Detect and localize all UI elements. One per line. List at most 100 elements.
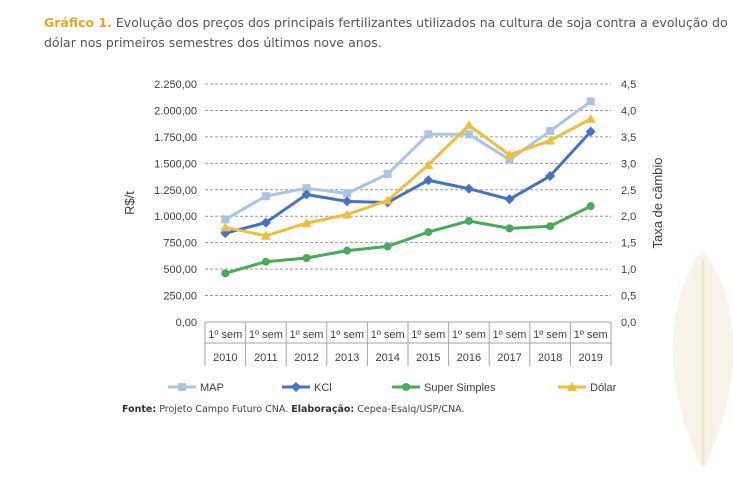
- y2-axis-title: Taxa de câmbio: [650, 157, 665, 248]
- data-point-super-simples: [302, 254, 311, 263]
- data-point-super-simples: [464, 216, 473, 225]
- x-tick-label-semester: 1º sem: [249, 329, 283, 341]
- y-tick-label: 1.000,00: [154, 211, 197, 223]
- data-point-map: [464, 130, 473, 139]
- data-point-super-simples: [424, 228, 433, 237]
- data-point-super-simples: [343, 246, 352, 255]
- data-point-map: [546, 127, 555, 136]
- data-point-d-lar: [463, 120, 474, 130]
- data-point-map: [343, 189, 352, 198]
- decorative-leaf-watermark: [673, 250, 733, 470]
- y-tick-label: 1.250,00: [154, 185, 197, 197]
- caption-label: Gráfico 1.: [44, 15, 112, 30]
- y2-tick-label: 3,0: [621, 158, 636, 170]
- x-tick-label-semester: 1º sem: [330, 329, 364, 341]
- data-point-map: [261, 192, 270, 201]
- data-point-kcl: [463, 183, 474, 194]
- x-tick-label-year: 2014: [375, 352, 399, 364]
- x-tick-label-semester: 1º sem: [533, 329, 567, 341]
- data-point-d-lar: [260, 230, 271, 240]
- y-tick-label: 750,00: [163, 238, 197, 250]
- series-line-kcl: [224, 130, 592, 235]
- y2-tick-label: 2,5: [621, 185, 636, 197]
- source-note: Fonte: Projeto Campo Futuro CNA. Elabora…: [122, 404, 465, 415]
- y2-tick-label: 1,0: [621, 264, 636, 276]
- data-point-super-simples: [221, 269, 230, 278]
- legend-marker-kcl: [291, 382, 301, 392]
- data-point-map: [424, 130, 433, 139]
- y2-tick-label: 4,5: [621, 79, 636, 91]
- data-point-super-simples: [261, 257, 270, 266]
- data-point-kcl: [545, 171, 556, 182]
- x-tick-label-semester: 1º sem: [208, 329, 242, 341]
- legend-label-kcl: KCl: [314, 382, 332, 394]
- y2-tick-label: 1,5: [621, 238, 636, 250]
- elaboration-label: Elaboração:: [291, 404, 355, 415]
- y2-tick-label: 0,5: [621, 291, 636, 303]
- data-point-kcl: [504, 194, 515, 205]
- source-label: Fonte:: [122, 404, 157, 415]
- x-tick-label-semester: 1º sem: [493, 329, 527, 341]
- legend-label-map: MAP: [200, 382, 224, 394]
- x-tick-label-semester: 1º sem: [411, 329, 445, 341]
- data-point-d-lar: [585, 113, 596, 123]
- legend-marker-super-simples: [402, 383, 410, 391]
- legend-marker-map: [178, 383, 186, 391]
- y-axis-title: R$/t: [122, 191, 137, 215]
- data-point-kcl: [585, 126, 596, 137]
- series-line-d-lar: [224, 117, 592, 238]
- y2-tick-label: 2,0: [621, 211, 636, 223]
- data-point-super-simples: [505, 224, 514, 233]
- x-tick-label-year: 2010: [213, 352, 237, 364]
- data-point-d-lar: [504, 149, 515, 159]
- data-point-d-lar: [220, 222, 231, 232]
- y2-tick-label: 0,0: [621, 317, 636, 329]
- source-text: Projeto Campo Futuro CNA.: [159, 404, 289, 415]
- x-tick-label-year: 2011: [254, 352, 278, 364]
- y-tick-label: 250,00: [163, 291, 197, 303]
- legend-label-d-lar: Dólar: [590, 382, 617, 394]
- data-point-d-lar: [301, 218, 312, 228]
- data-point-map: [586, 97, 595, 106]
- caption-text-2: dólar nos primeiros semestres dos último…: [44, 35, 382, 50]
- data-point-kcl: [342, 196, 353, 207]
- data-point-map: [221, 215, 230, 224]
- data-point-d-lar: [423, 159, 434, 169]
- legend-label-super-simples: Super Simples: [424, 382, 496, 394]
- y-tick-label: 1.500,00: [154, 158, 197, 170]
- y-tick-label: 0,00: [176, 317, 197, 329]
- line-chart: 0,00 250,00 500,00 750,00 1.000,00 1.250,00 1.…: [122, 79, 665, 394]
- data-point-d-lar: [545, 135, 556, 145]
- series-line-super-simples: [224, 204, 592, 275]
- data-point-super-simples: [383, 242, 392, 251]
- x-tick-label-year: 2019: [578, 352, 602, 364]
- x-tick-label-year: 2015: [416, 352, 440, 364]
- y2-tick-label: 3,5: [621, 132, 636, 144]
- caption-line-1: Gráfico 1. Evolução dos preços dos princ…: [44, 13, 733, 33]
- elaboration-text: Cepea-Esalq/USP/CNA.: [357, 404, 465, 415]
- y-tick-label: 1.750,00: [154, 132, 197, 144]
- legend-marker-d-lar: [567, 382, 577, 391]
- x-tick-label-semester: 1º sem: [290, 329, 324, 341]
- x-tick-label-year: 2012: [294, 352, 318, 364]
- figure-caption: Gráfico 1. Evolução dos preços dos princ…: [44, 13, 733, 53]
- series-line-map: [224, 100, 592, 221]
- data-point-d-lar: [382, 195, 393, 205]
- x-tick-label-semester: 1º sem: [371, 329, 405, 341]
- x-tick-label-year: 2016: [457, 352, 481, 364]
- data-point-super-simples: [546, 222, 555, 231]
- x-tick-label-year: 2013: [335, 352, 359, 364]
- x-tick-label-year: 2017: [497, 352, 521, 364]
- data-point-map: [383, 169, 392, 178]
- data-point-map: [505, 155, 514, 164]
- y-tick-label: 2.250,00: [154, 79, 197, 91]
- y-tick-label: 2.000,00: [154, 105, 197, 117]
- data-point-super-simples: [586, 202, 595, 211]
- data-point-d-lar: [342, 209, 353, 219]
- caption-text-1: Evolução dos preços dos principais ferti…: [115, 15, 728, 30]
- data-point-kcl: [260, 217, 271, 228]
- x-tick-label-semester: 1º sem: [452, 329, 486, 341]
- x-tick-label-semester: 1º sem: [574, 329, 608, 341]
- data-point-map: [302, 184, 311, 193]
- y2-tick-label: 4,0: [621, 105, 636, 117]
